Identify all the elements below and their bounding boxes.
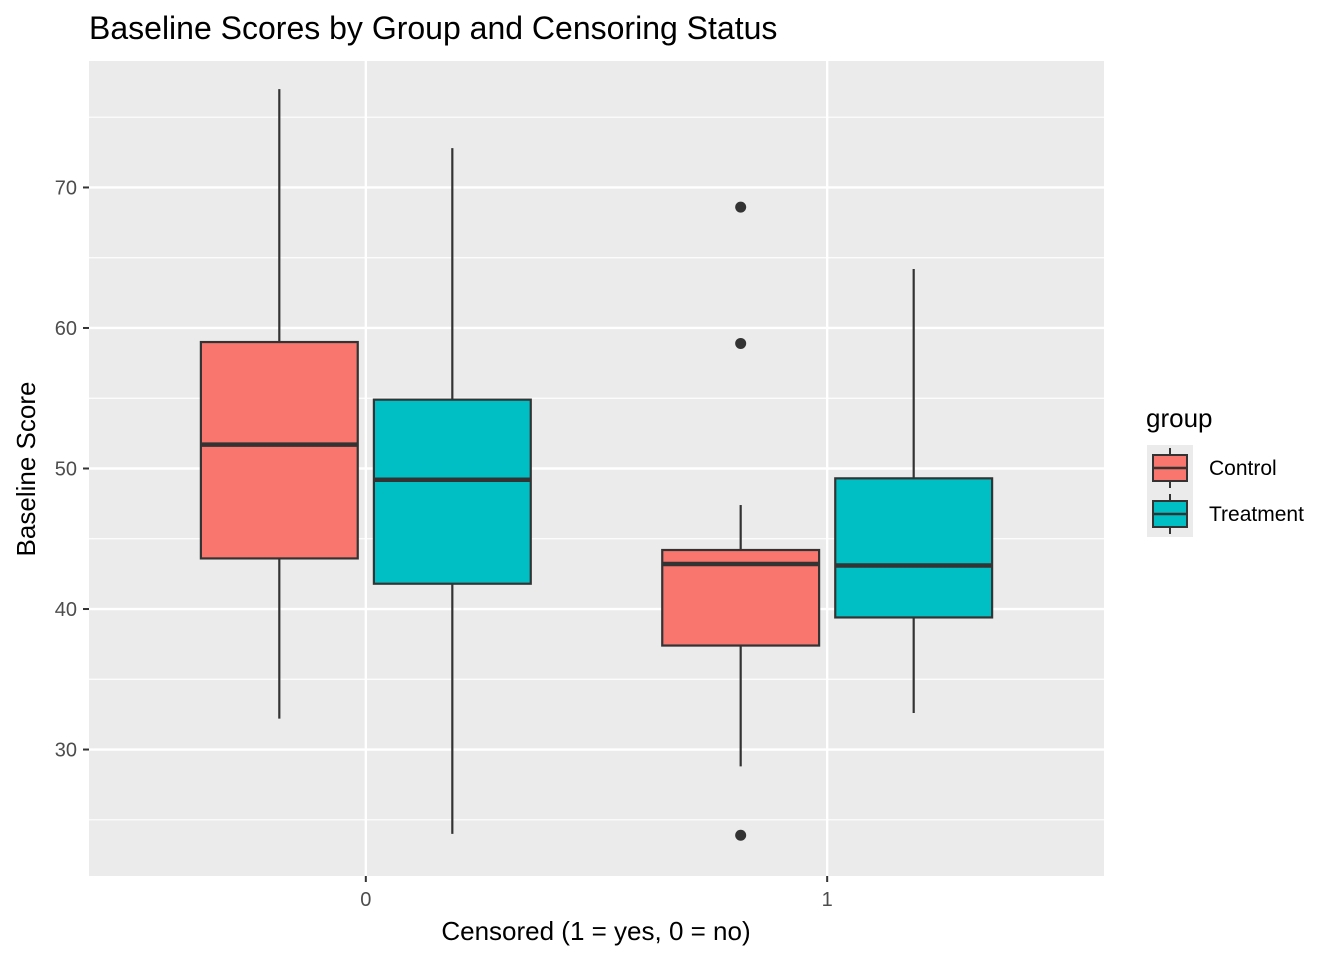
box-iqr <box>834 477 994 619</box>
y-tick-label: 30 <box>55 740 77 762</box>
outlier-point <box>735 829 747 841</box>
chart-title: Baseline Scores by Group and Censoring S… <box>89 10 777 46</box>
box-treatment-1 <box>834 268 994 713</box>
box-iqr <box>199 340 359 560</box>
y-axis-title: Baseline Score <box>11 382 41 557</box>
legend: group Control Treatment <box>1146 403 1304 537</box>
y-tick-label: 50 <box>55 459 77 481</box>
y-tick-label: 40 <box>55 599 77 621</box>
legend-item-control: Control <box>1147 445 1277 491</box>
y-tick-label: 70 <box>55 177 77 199</box>
legend-title: group <box>1146 403 1213 433</box>
outlier-point <box>735 201 747 213</box>
outlier-point <box>735 337 747 349</box>
box-control-1 <box>661 201 821 841</box>
x-axis-title: Censored (1 = yes, 0 = no) <box>441 916 750 946</box>
box-iqr <box>372 398 532 585</box>
box-treatment-0 <box>372 148 532 834</box>
x-tick-label: 1 <box>822 889 833 911</box>
y-axis: 30 40 50 60 70 <box>55 177 89 762</box>
x-tick-label: 0 <box>360 889 371 911</box>
legend-label: Treatment <box>1209 503 1304 526</box>
box-control-0 <box>199 89 359 719</box>
legend-label: Control <box>1209 457 1277 480</box>
boxes-layer <box>199 89 994 841</box>
y-tick-label: 60 <box>55 318 77 340</box>
legend-item-treatment: Treatment <box>1147 491 1304 537</box>
